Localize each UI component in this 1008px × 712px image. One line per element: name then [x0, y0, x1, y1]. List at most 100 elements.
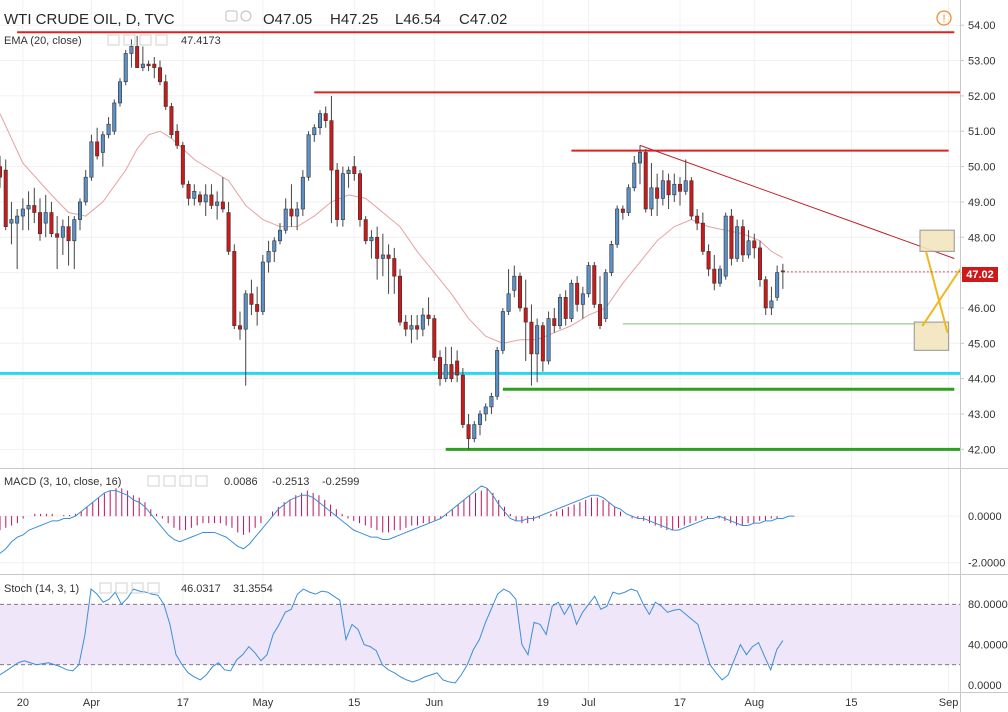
- candle[interactable]: [112, 99, 117, 135]
- candle[interactable]: [735, 219, 740, 263]
- candle[interactable]: [209, 184, 214, 209]
- macd-label[interactable]: MACD (3, 10, close, 16): [4, 476, 121, 488]
- candle[interactable]: [603, 269, 608, 323]
- candle[interactable]: [295, 201, 300, 231]
- candle[interactable]: [443, 346, 448, 383]
- price-zone-box[interactable]: [919, 229, 955, 253]
- candle[interactable]: [169, 102, 174, 139]
- candle[interactable]: [100, 131, 105, 167]
- candle[interactable]: [340, 166, 345, 227]
- candle[interactable]: [500, 307, 505, 354]
- symbol-title[interactable]: WTI CRUDE OIL, D, TVC: [4, 11, 175, 28]
- candle[interactable]: [158, 60, 163, 86]
- candle[interactable]: [729, 208, 734, 266]
- more-icon[interactable]: [155, 34, 168, 46]
- candle[interactable]: [0, 155, 3, 188]
- candle[interactable]: [49, 201, 54, 238]
- candle[interactable]: [363, 216, 368, 245]
- candle[interactable]: [620, 205, 625, 220]
- candle[interactable]: [249, 279, 254, 316]
- candle[interactable]: [255, 286, 260, 326]
- candle[interactable]: [95, 127, 100, 160]
- candle[interactable]: [163, 74, 168, 111]
- eye-icon[interactable]: [107, 34, 120, 46]
- settings-icon[interactable]: [123, 34, 136, 46]
- close-icon[interactable]: [147, 582, 160, 594]
- candle[interactable]: [203, 184, 208, 217]
- candle[interactable]: [352, 155, 357, 181]
- candle[interactable]: [626, 184, 631, 217]
- candle[interactable]: [392, 247, 397, 294]
- candle[interactable]: [66, 216, 71, 266]
- settings-icon[interactable]: [115, 582, 128, 594]
- candle[interactable]: [277, 223, 282, 245]
- candle[interactable]: [455, 350, 460, 383]
- candle[interactable]: [557, 293, 562, 330]
- candle[interactable]: [552, 307, 557, 333]
- candle[interactable]: [15, 208, 20, 270]
- candle[interactable]: [546, 311, 551, 365]
- candle[interactable]: [272, 237, 277, 263]
- candle[interactable]: [123, 49, 128, 86]
- eye-icon[interactable]: [225, 10, 238, 22]
- candle[interactable]: [152, 57, 157, 79]
- candle[interactable]: [266, 240, 271, 273]
- candle[interactable]: [32, 187, 37, 224]
- ema-label[interactable]: EMA (20, close): [4, 35, 82, 47]
- candle[interactable]: [746, 230, 751, 259]
- candle[interactable]: [597, 276, 602, 330]
- candle[interactable]: [689, 177, 694, 220]
- candle[interactable]: [449, 346, 454, 383]
- candle[interactable]: [695, 208, 700, 231]
- candle[interactable]: [83, 170, 88, 206]
- candle[interactable]: [386, 244, 391, 294]
- projection-line[interactable]: [921, 268, 962, 327]
- candle[interactable]: [717, 265, 722, 287]
- candle[interactable]: [517, 272, 522, 312]
- candle[interactable]: [420, 307, 425, 337]
- price-pane[interactable]: [0, 0, 962, 692]
- candle[interactable]: [72, 216, 77, 270]
- macd-pane[interactable]: [0, 485, 960, 564]
- candle[interactable]: [432, 315, 437, 361]
- candle[interactable]: [317, 110, 322, 135]
- candle[interactable]: [769, 286, 774, 316]
- candle[interactable]: [146, 60, 151, 72]
- candle[interactable]: [460, 368, 465, 429]
- candle[interactable]: [289, 184, 294, 227]
- candle[interactable]: [535, 318, 540, 383]
- candle[interactable]: [375, 226, 380, 280]
- candle[interactable]: [260, 254, 265, 316]
- add-icon[interactable]: [131, 582, 144, 594]
- candle[interactable]: [140, 46, 145, 72]
- candle[interactable]: [232, 244, 237, 330]
- projection-line[interactable]: [925, 251, 949, 333]
- candle[interactable]: [306, 131, 311, 181]
- candle[interactable]: [672, 173, 677, 202]
- stoch-label[interactable]: Stoch (14, 3, 1): [4, 583, 79, 595]
- candle[interactable]: [226, 201, 231, 255]
- candle[interactable]: [335, 163, 340, 227]
- candle[interactable]: [380, 233, 385, 277]
- candle[interactable]: [37, 198, 42, 241]
- candle[interactable]: [60, 219, 65, 255]
- candle[interactable]: [238, 311, 243, 340]
- candle[interactable]: [757, 240, 762, 287]
- candle[interactable]: [740, 219, 745, 263]
- candle[interactable]: [495, 346, 500, 400]
- candle[interactable]: [712, 254, 717, 291]
- add-icon[interactable]: [179, 475, 192, 487]
- candle[interactable]: [403, 315, 408, 337]
- warning-circle-icon[interactable]: [936, 10, 952, 26]
- candle[interactable]: [129, 39, 134, 68]
- candle[interactable]: [409, 315, 414, 344]
- candle[interactable]: [529, 304, 534, 386]
- trend-line[interactable]: [639, 144, 955, 259]
- eye-icon[interactable]: [147, 475, 160, 487]
- candle[interactable]: [300, 170, 305, 217]
- candle[interactable]: [9, 201, 14, 245]
- candle[interactable]: [78, 198, 83, 231]
- candle[interactable]: [243, 290, 248, 386]
- candle[interactable]: [175, 124, 180, 149]
- candle[interactable]: [43, 194, 48, 238]
